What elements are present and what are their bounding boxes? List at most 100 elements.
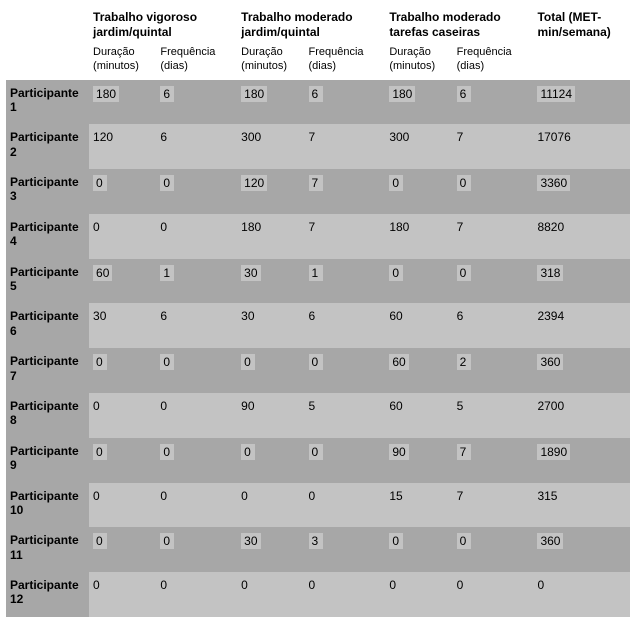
table-cell: 180 bbox=[385, 80, 452, 125]
cell-value: 30 bbox=[241, 265, 260, 281]
cell-value: 0 bbox=[160, 489, 167, 503]
row-label: Participante 9 bbox=[6, 438, 89, 483]
table-cell: 0 bbox=[453, 259, 534, 304]
cell-value: 0 bbox=[389, 533, 403, 549]
table-cell: 6 bbox=[156, 303, 237, 348]
table-cell: 0 bbox=[89, 169, 156, 214]
cell-value: 0 bbox=[93, 578, 100, 592]
table-cell: 0 bbox=[156, 527, 237, 572]
table-cell: 0 bbox=[89, 438, 156, 483]
table-cell: 0 bbox=[305, 438, 386, 483]
table-cell: 315 bbox=[533, 483, 630, 528]
cell-value: 0 bbox=[93, 444, 107, 460]
table-cell: 0 bbox=[385, 527, 452, 572]
cell-value: 180 bbox=[241, 220, 261, 234]
cell-value: 60 bbox=[389, 309, 402, 323]
cell-value: 180 bbox=[241, 86, 267, 102]
table-cell: 0 bbox=[305, 483, 386, 528]
table-cell: 0 bbox=[453, 572, 534, 617]
table-cell: 6 bbox=[453, 80, 534, 125]
cell-value: 0 bbox=[389, 578, 396, 592]
header-group-1: Trabalho vigoroso jardim/quintal bbox=[89, 4, 237, 42]
table-cell: 7 bbox=[305, 124, 386, 169]
table-cell: 318 bbox=[533, 259, 630, 304]
table-cell: 0 bbox=[305, 572, 386, 617]
cell-value: 7 bbox=[309, 130, 316, 144]
cell-value: 30 bbox=[241, 309, 254, 323]
row-label: Participante 8 bbox=[6, 393, 89, 438]
table-cell: 7 bbox=[453, 124, 534, 169]
table-cell: 0 bbox=[156, 483, 237, 528]
cell-value: 7 bbox=[309, 175, 323, 191]
table-cell: 360 bbox=[533, 348, 630, 393]
cell-value: 6 bbox=[309, 86, 323, 102]
table-cell: 1 bbox=[305, 259, 386, 304]
table-cell: 0 bbox=[385, 259, 452, 304]
cell-value: 90 bbox=[389, 444, 408, 460]
cell-value: 180 bbox=[389, 220, 409, 234]
cell-value: 6 bbox=[457, 309, 464, 323]
table-row: Participante 100000157315 bbox=[6, 483, 630, 528]
table-cell: 6 bbox=[156, 80, 237, 125]
cell-value: 0 bbox=[160, 533, 174, 549]
cell-value: 30 bbox=[241, 533, 260, 549]
row-label: Participante 5 bbox=[6, 259, 89, 304]
table-cell: 2700 bbox=[533, 393, 630, 438]
table-cell: 60 bbox=[385, 303, 452, 348]
table-cell: 3 bbox=[305, 527, 386, 572]
cell-value: 0 bbox=[457, 175, 471, 191]
cell-value: 0 bbox=[241, 578, 248, 592]
table-cell: 7 bbox=[453, 483, 534, 528]
cell-value: 6 bbox=[160, 130, 167, 144]
cell-value: 300 bbox=[389, 130, 409, 144]
table-cell: 0 bbox=[156, 214, 237, 259]
cell-value: 60 bbox=[93, 265, 112, 281]
table-row: Participante 900009071890 bbox=[6, 438, 630, 483]
table-cell: 7 bbox=[453, 438, 534, 483]
table-cell: 0 bbox=[453, 527, 534, 572]
cell-value: 180 bbox=[93, 86, 119, 102]
header-sub-dur-2: Duração (minutos) bbox=[237, 42, 304, 80]
cell-value: 17076 bbox=[537, 130, 570, 144]
header-row-groups: Trabalho vigoroso jardim/quintal Trabalh… bbox=[6, 4, 630, 42]
table-row: Participante 118061806180611124 bbox=[6, 80, 630, 125]
header-sub-dur-1: Duração (minutos) bbox=[89, 42, 156, 80]
table-cell: 0 bbox=[89, 572, 156, 617]
cell-value: 0 bbox=[309, 354, 323, 370]
cell-value: 60 bbox=[389, 354, 408, 370]
table-cell: 300 bbox=[385, 124, 452, 169]
header-sub-blank bbox=[6, 42, 89, 80]
cell-value: 0 bbox=[309, 578, 316, 592]
table-body: Participante 118061806180611124 Participa… bbox=[6, 80, 630, 617]
cell-value: 0 bbox=[160, 444, 174, 460]
table-cell: 0 bbox=[305, 348, 386, 393]
table-cell: 6 bbox=[156, 124, 237, 169]
table-cell: 0 bbox=[237, 483, 304, 528]
cell-value: 7 bbox=[457, 444, 471, 460]
table-cell: 0 bbox=[156, 438, 237, 483]
table-cell: 11124 bbox=[533, 80, 630, 125]
header-total: Total (MET-min/semana) bbox=[533, 4, 630, 80]
cell-value: 5 bbox=[309, 399, 316, 413]
table-cell: 0 bbox=[89, 483, 156, 528]
table-cell: 0 bbox=[156, 393, 237, 438]
cell-value: 0 bbox=[160, 578, 167, 592]
table-cell: 0 bbox=[89, 214, 156, 259]
table-cell: 0 bbox=[533, 572, 630, 617]
table-row: Participante 8009056052700 bbox=[6, 393, 630, 438]
table-cell: 2394 bbox=[533, 303, 630, 348]
cell-value: 3360 bbox=[537, 175, 570, 191]
table-cell: 120 bbox=[89, 124, 156, 169]
cell-value: 2700 bbox=[537, 399, 564, 413]
cell-value: 0 bbox=[537, 578, 544, 592]
header-sub-freq-2: Frequência (dias) bbox=[305, 42, 386, 80]
table-cell: 17076 bbox=[533, 124, 630, 169]
table-row: Participante 560130100318 bbox=[6, 259, 630, 304]
table-row: Participante 3001207003360 bbox=[6, 169, 630, 214]
table-cell: 7 bbox=[453, 214, 534, 259]
table-cell: 5 bbox=[453, 393, 534, 438]
cell-value: 120 bbox=[241, 175, 267, 191]
cell-value: 318 bbox=[537, 265, 563, 281]
cell-value: 315 bbox=[537, 489, 557, 503]
row-label: Participante 12 bbox=[6, 572, 89, 617]
